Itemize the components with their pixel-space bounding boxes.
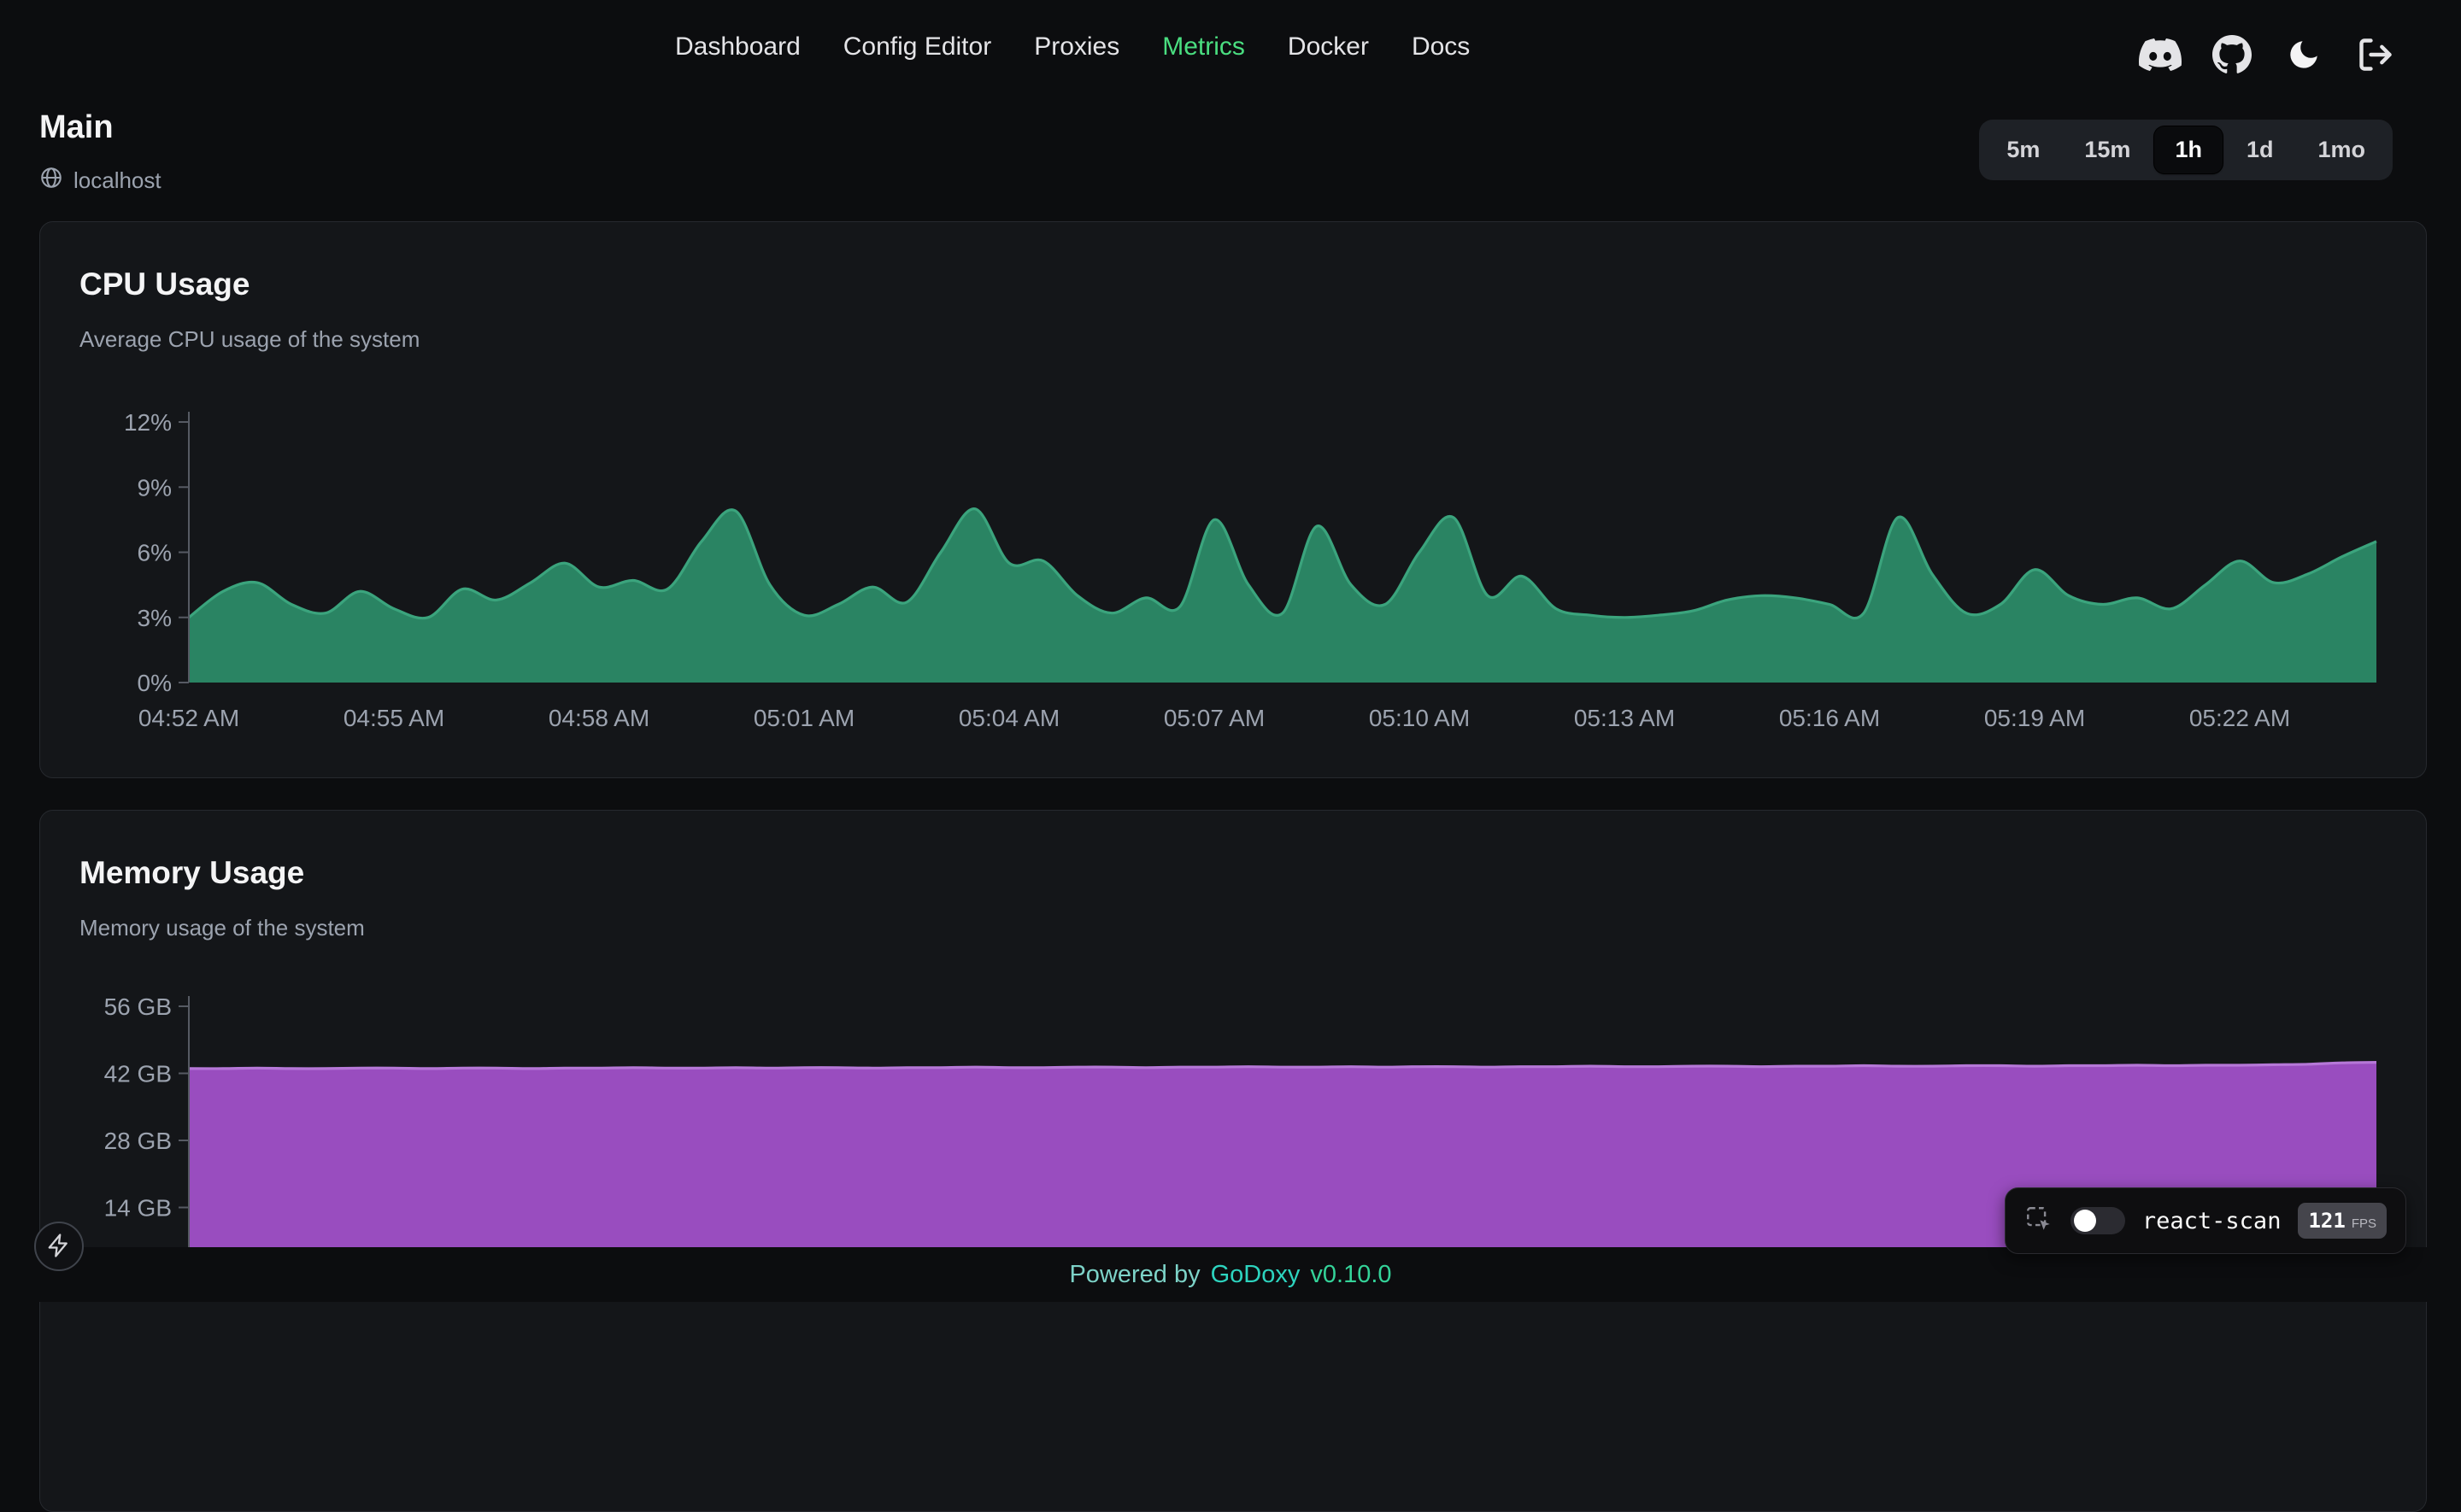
svg-text:05:19 AM: 05:19 AM — [1984, 705, 2085, 731]
svg-text:04:52 AM: 04:52 AM — [138, 705, 239, 731]
svg-text:28 GB: 28 GB — [104, 1128, 172, 1154]
react-scan-label: react-scan — [2141, 1207, 2282, 1234]
svg-text:14 GB: 14 GB — [104, 1195, 172, 1222]
godoxy-link[interactable]: GoDoxy — [1210, 1260, 1301, 1288]
globe-icon — [39, 166, 63, 196]
discord-button[interactable] — [2139, 33, 2182, 76]
svg-text:0%: 0% — [138, 670, 172, 696]
lightning-bolt-icon — [46, 1233, 72, 1261]
cpu-card-title: CPU Usage — [79, 267, 250, 302]
host-label: localhost — [73, 167, 162, 193]
svg-text:05:07 AM: 05:07 AM — [1164, 705, 1265, 731]
powered-by-label: Powered by — [1069, 1260, 1201, 1288]
memory-card-title: Memory Usage — [79, 855, 305, 890]
nav-item-docs[interactable]: Docs — [1411, 32, 1471, 61]
logout-icon — [2357, 36, 2394, 73]
time-range-selector: 5m 15m 1h 1d 1mo — [1979, 120, 2393, 180]
svg-text:6%: 6% — [138, 540, 172, 566]
inspect-icon[interactable] — [2024, 1204, 2053, 1238]
footer: Powered by GoDoxy v0.10.0 — [0, 1247, 2461, 1302]
svg-text:05:04 AM: 05:04 AM — [959, 705, 1060, 731]
header-icon-group — [2139, 33, 2396, 76]
nav-item-proxies[interactable]: Proxies — [1034, 32, 1120, 61]
time-range-5m[interactable]: 5m — [1986, 126, 2060, 173]
fps-value: 121 — [2308, 1209, 2346, 1233]
nav-item-dashboard[interactable]: Dashboard — [675, 32, 801, 61]
main-nav: Dashboard Config Editor Proxies Metrics … — [675, 32, 1470, 62]
react-scan-toggle[interactable] — [2070, 1207, 2125, 1234]
host-row: localhost — [39, 166, 162, 196]
cpu-usage-card: CPU Usage Average CPU usage of the syste… — [39, 221, 2427, 778]
svg-text:05:13 AM: 05:13 AM — [1574, 705, 1675, 731]
svg-text:04:55 AM: 04:55 AM — [344, 705, 444, 731]
time-range-1mo[interactable]: 1mo — [2297, 126, 2386, 173]
memory-usage-chart[interactable]: 14 GB 28 GB 42 GB 56 GB — [40, 982, 2426, 1303]
svg-text:42 GB: 42 GB — [104, 1061, 172, 1087]
logout-button[interactable] — [2355, 34, 2396, 75]
moon-icon — [2286, 37, 2322, 73]
react-scan-widget: react-scan 121 FPS — [2004, 1187, 2406, 1254]
svg-text:04:58 AM: 04:58 AM — [549, 705, 649, 731]
memory-card-subtitle: Memory usage of the system — [79, 915, 365, 941]
svg-text:9%: 9% — [138, 474, 172, 501]
time-range-1d[interactable]: 1d — [2226, 126, 2294, 173]
nav-item-docker[interactable]: Docker — [1287, 32, 1369, 61]
svg-text:12%: 12% — [124, 409, 172, 436]
svg-text:56 GB: 56 GB — [104, 993, 172, 1020]
github-button[interactable] — [2211, 34, 2252, 75]
memory-usage-card: Memory Usage Memory usage of the system … — [39, 810, 2427, 1512]
svg-text:05:16 AM: 05:16 AM — [1779, 705, 1880, 731]
theme-toggle-button[interactable] — [2283, 34, 2324, 75]
page-title: Main — [39, 109, 114, 145]
svg-text:3%: 3% — [138, 605, 172, 631]
svg-text:05:22 AM: 05:22 AM — [2189, 705, 2290, 731]
fps-unit: FPS — [2351, 1216, 2376, 1231]
svg-text:05:01 AM: 05:01 AM — [754, 705, 855, 731]
github-icon — [2212, 35, 2252, 74]
time-range-15m[interactable]: 15m — [2064, 126, 2151, 173]
cpu-card-subtitle: Average CPU usage of the system — [79, 326, 420, 352]
fps-badge: 121 FPS — [2298, 1203, 2387, 1239]
cpu-usage-chart[interactable]: 0% 3% 6% 9% 12% 04:52 AM 04:55 AM 04:58 AM 05:01… — [40, 401, 2426, 777]
time-range-1h[interactable]: 1h — [2154, 126, 2223, 173]
quick-actions-button[interactable] — [34, 1222, 84, 1271]
toggle-knob — [2073, 1210, 2096, 1232]
nav-item-config-editor[interactable]: Config Editor — [843, 32, 992, 61]
version-label: v0.10.0 — [1310, 1260, 1392, 1288]
svg-text:05:10 AM: 05:10 AM — [1369, 705, 1470, 731]
discord-icon — [2139, 33, 2182, 76]
nav-item-metrics[interactable]: Metrics — [1162, 32, 1245, 61]
